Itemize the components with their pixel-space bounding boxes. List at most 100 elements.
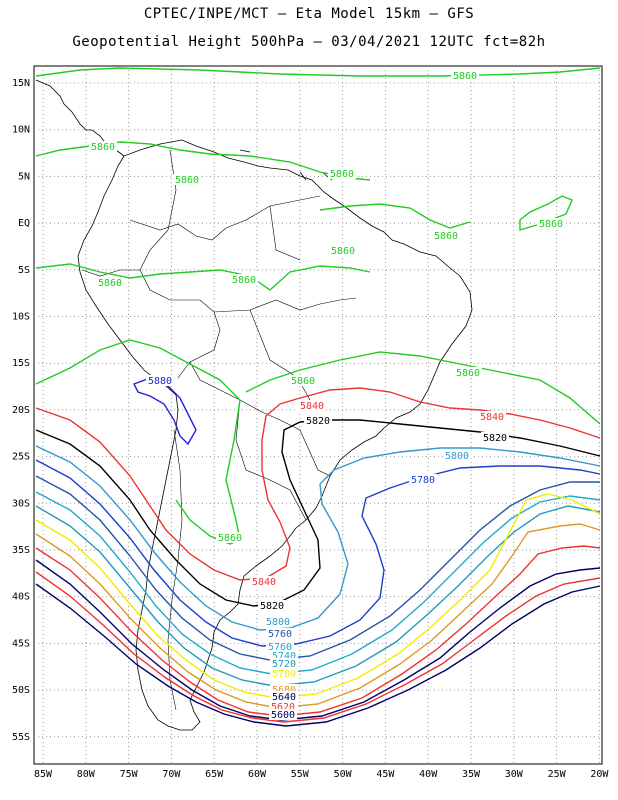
contour-label-5680: 5680: [272, 685, 296, 696]
contour-5660: [35, 545, 601, 717]
map-frame: [33, 65, 603, 765]
contour-5860-north: [35, 67, 601, 77]
contour-label-5860: 5860: [434, 231, 458, 242]
contour-label-bg: [537, 218, 565, 229]
contour-label-5860: 5860: [539, 219, 563, 230]
contour-label-bg: [298, 400, 326, 411]
contour-5860-brazil: [245, 351, 601, 425]
contour-label-5860: 5860: [91, 142, 115, 153]
contour-label-5800: 5800: [445, 451, 469, 462]
lon-tick-label: 30W: [505, 769, 524, 780]
contour-5720: [35, 505, 601, 687]
contour-label-bg: [216, 532, 244, 543]
contour-label-5860: 5860: [330, 169, 354, 180]
contour-label-bg: [409, 474, 437, 485]
contour-label-5860: 5860: [331, 246, 355, 257]
contour-label-5640: 5640: [272, 692, 296, 703]
contour-label-5860: 5860: [456, 368, 480, 379]
contour-label-5860: 5860: [98, 278, 122, 289]
contour-5680: [35, 523, 601, 709]
contour-label-bg: [270, 691, 298, 702]
contour-label-5820: 5820: [483, 433, 507, 444]
lat-tick-label: EQ: [18, 218, 30, 229]
contour-label-5860: 5860: [232, 275, 256, 286]
contour-label-5820: 5820: [306, 416, 330, 427]
contour-label-bg: [266, 641, 294, 652]
contour-label-5860: 5860: [291, 376, 315, 387]
contour-label-5880: 5880: [148, 376, 172, 387]
contour-label-bg: [146, 375, 174, 386]
contour-label-bg: [289, 375, 317, 386]
lon-tick-label: 80W: [77, 769, 96, 780]
lon-tick-label: 20W: [590, 769, 609, 780]
lon-tick-label: 70W: [162, 769, 181, 780]
lon-tick-label: 45W: [376, 769, 395, 780]
contour-label-bg: [250, 576, 278, 587]
map-subtitle: Geopotential Height 500hPa – 03/04/2021 …: [72, 34, 546, 50]
contour-label-bg: [264, 616, 292, 627]
lat-tick-label: 5S: [18, 265, 30, 276]
contour-5700: [35, 493, 601, 699]
lat-tick-label: 50S: [12, 685, 30, 696]
contour-labels: 5860 5860 5860 5860 5860 5860 5860 5860 5860 5860…: [89, 70, 565, 721]
lat-tick-label: 30S: [12, 498, 30, 509]
contour-label-bg: [270, 684, 298, 695]
contour-label-5760: 5760: [268, 629, 292, 640]
lon-tick-label: 25W: [548, 769, 567, 780]
contour-label-bg: [304, 415, 332, 426]
contour-label-bg: [270, 668, 298, 679]
contour-5820: [35, 419, 601, 607]
contour-5860-amazon: [35, 263, 371, 291]
lat-tick-label: 10S: [12, 312, 30, 323]
contour-5840: [35, 387, 601, 581]
contour-label-bg: [258, 600, 286, 611]
contour-label-bg: [454, 367, 482, 378]
contour-label-bg: [269, 709, 297, 720]
contour-label-5860: 5860: [453, 71, 477, 82]
lat-tick-label: 40S: [12, 592, 30, 603]
contour-5640: [35, 559, 601, 721]
contour-label-5840: 5840: [480, 412, 504, 423]
contour-label-bg: [270, 658, 298, 669]
lat-tick-label: 5N: [18, 171, 30, 182]
lon-tick-label: 35W: [462, 769, 481, 780]
lat-tick-label: 45S: [12, 638, 30, 649]
axis-ticks: 85W 80W 75W 70W 65W 60W 55W 50W 45W 40W 35W 30W 25W 2…: [12, 78, 609, 780]
lat-tick-label: 15S: [12, 358, 30, 369]
contour-label-5820: 5820: [260, 601, 284, 612]
contour-label-bg: [443, 450, 471, 461]
contour-label-bg: [478, 411, 506, 422]
contour-label-5620: 5620: [271, 702, 295, 713]
contour-label-bg: [89, 141, 117, 152]
contour-5760: [35, 475, 600, 661]
lat-tick-label: 15N: [12, 78, 30, 89]
south-america-coast: [77, 139, 473, 731]
contour-label-bg: [173, 174, 201, 185]
lat-tick-label: 10N: [12, 125, 30, 136]
lon-tick-label: 60W: [248, 769, 267, 780]
contour-5880: [133, 377, 197, 446]
contour-5800: [35, 445, 601, 631]
lon-tick-label: 65W: [205, 769, 224, 780]
map-title: CPTEC/INPE/MCT – Eta Model 15km – GFS: [143, 6, 475, 22]
lon-tick-label: 85W: [34, 769, 53, 780]
contour-label-bg: [96, 277, 124, 288]
lon-tick-label: 40W: [419, 769, 438, 780]
contour-label-5700: 5700: [272, 669, 296, 680]
contour-label-5860: 5860: [218, 533, 242, 544]
contour-label-5860: 5860: [175, 175, 199, 186]
contour-label-5720: 5720: [272, 659, 296, 670]
contour-5860-caribbean: [35, 141, 371, 181]
contour-label-5840: 5840: [300, 401, 324, 412]
lat-tick-label: 25S: [12, 452, 30, 463]
country-borders: [81, 149, 357, 711]
contour-label-5740: 5740: [272, 651, 296, 662]
contour-label-bg: [432, 230, 460, 241]
contour-5620: [35, 571, 601, 723]
contour-5600: [35, 583, 601, 727]
contour-label-5760: 5760: [268, 642, 292, 653]
contour-label-5600: 5600: [271, 710, 295, 721]
contour-label-bg: [481, 432, 509, 443]
contour-5780: [35, 459, 601, 647]
